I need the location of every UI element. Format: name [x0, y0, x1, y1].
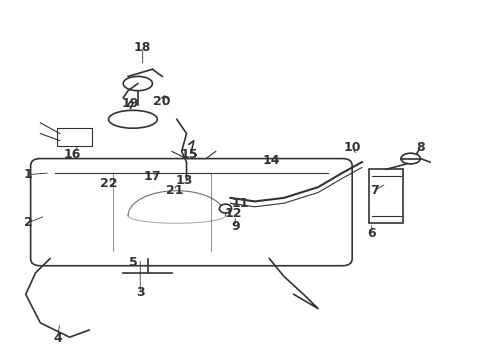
FancyBboxPatch shape [57, 128, 92, 146]
Text: 11: 11 [231, 197, 249, 210]
Text: 2: 2 [24, 216, 32, 229]
Text: 8: 8 [416, 141, 425, 154]
Ellipse shape [220, 204, 232, 213]
Text: 19: 19 [122, 97, 139, 110]
Text: 5: 5 [128, 256, 137, 269]
Text: 10: 10 [343, 141, 361, 154]
Ellipse shape [123, 76, 152, 91]
Text: 1: 1 [24, 168, 32, 181]
Text: 18: 18 [134, 41, 151, 54]
Ellipse shape [109, 111, 157, 128]
Text: 17: 17 [144, 170, 161, 183]
Text: 21: 21 [166, 184, 183, 197]
Text: 6: 6 [368, 227, 376, 240]
Text: 9: 9 [231, 220, 240, 233]
Text: 20: 20 [153, 95, 171, 108]
Text: 7: 7 [370, 184, 378, 197]
Ellipse shape [401, 153, 420, 164]
Text: 12: 12 [224, 207, 242, 220]
Text: 13: 13 [175, 174, 193, 186]
Text: 14: 14 [263, 154, 281, 167]
Text: 15: 15 [180, 148, 198, 162]
Text: 4: 4 [53, 333, 62, 346]
Text: 22: 22 [100, 177, 117, 190]
Text: 16: 16 [63, 148, 81, 162]
Bar [369, 169, 403, 223]
Text: 3: 3 [136, 286, 145, 299]
FancyBboxPatch shape [30, 158, 352, 266]
